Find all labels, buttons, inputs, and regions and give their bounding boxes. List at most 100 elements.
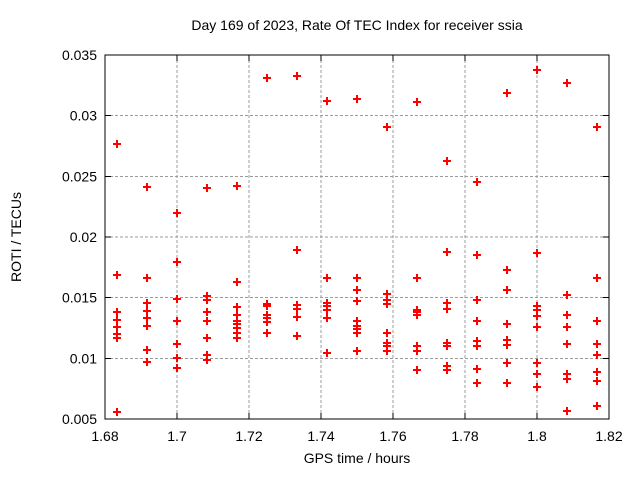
plus-marker	[143, 346, 151, 354]
plot-border-and-ticks	[104, 54, 610, 420]
plus-marker	[233, 278, 241, 286]
plus-marker	[563, 79, 571, 87]
plus-marker	[293, 72, 301, 80]
plus-marker	[383, 347, 391, 355]
scatter-points	[113, 66, 601, 416]
y-tick-label: 0.02	[70, 229, 97, 245]
plus-marker	[593, 377, 601, 385]
plus-marker	[533, 370, 541, 378]
plus-marker	[323, 314, 331, 322]
plus-marker	[413, 347, 421, 355]
plus-marker	[443, 366, 451, 374]
plus-marker	[503, 286, 511, 294]
x-tick-label: 1.72	[235, 428, 262, 444]
plus-marker	[293, 332, 301, 340]
plus-marker	[593, 274, 601, 282]
plus-marker	[503, 266, 511, 274]
y-tick-label: 0.015	[62, 290, 97, 306]
plus-marker	[563, 323, 571, 331]
plus-marker	[593, 340, 601, 348]
plus-marker	[443, 157, 451, 165]
x-tick-label: 1.7	[167, 428, 187, 444]
plus-marker	[353, 347, 361, 355]
plus-marker	[113, 408, 121, 416]
plus-marker	[503, 320, 511, 328]
plus-marker	[353, 329, 361, 337]
plus-marker	[413, 311, 421, 319]
plus-marker	[173, 317, 181, 325]
plus-marker	[443, 342, 451, 350]
plus-marker	[173, 209, 181, 217]
plus-marker	[233, 303, 241, 311]
plus-marker	[203, 356, 211, 364]
plus-marker	[563, 291, 571, 299]
plus-marker	[113, 308, 121, 316]
plus-marker	[383, 300, 391, 308]
plus-marker	[533, 359, 541, 367]
plus-marker	[203, 308, 211, 316]
plus-marker	[593, 123, 601, 131]
x-tick-label: 1.82	[595, 428, 622, 444]
x-tick-label: 1.68	[91, 428, 118, 444]
plus-marker	[203, 184, 211, 192]
plus-marker	[533, 66, 541, 74]
plus-marker	[353, 95, 361, 103]
plus-marker	[203, 334, 211, 342]
plus-marker	[143, 314, 151, 322]
y-axis-label: ROTI / TECUs	[8, 192, 24, 282]
plus-marker	[563, 407, 571, 415]
plus-marker	[143, 299, 151, 307]
plus-marker	[113, 323, 121, 331]
plus-marker	[533, 249, 541, 257]
plus-marker	[593, 368, 601, 376]
y-tick-label: 0.035	[62, 47, 97, 63]
plus-marker	[383, 123, 391, 131]
plus-marker	[383, 329, 391, 337]
y-tick-label: 0.01	[70, 350, 97, 366]
plus-marker	[473, 379, 481, 387]
plus-marker	[563, 340, 571, 348]
plus-marker	[473, 178, 481, 186]
scatter-series	[113, 66, 601, 416]
plus-marker	[413, 366, 421, 374]
plus-marker	[353, 297, 361, 305]
plus-marker	[233, 182, 241, 190]
plus-marker	[203, 296, 211, 304]
plus-marker	[173, 258, 181, 266]
plus-marker	[263, 329, 271, 337]
plus-marker	[473, 251, 481, 259]
x-axis-label: GPS time / hours	[304, 450, 411, 466]
plus-marker	[413, 274, 421, 282]
plus-marker	[263, 74, 271, 82]
plus-marker	[263, 318, 271, 326]
plus-marker	[143, 358, 151, 366]
plus-marker	[143, 183, 151, 191]
y-tick-label: 0.025	[62, 168, 97, 184]
plus-marker	[173, 364, 181, 372]
plus-marker	[143, 322, 151, 330]
plus-marker	[323, 97, 331, 105]
plus-marker	[173, 354, 181, 362]
tick-labels: 1.68 1.7 1.72 1.74 1.76 1.78 1.8 1.82 0.005 0.01 0…	[62, 47, 623, 444]
plus-marker	[443, 305, 451, 313]
plus-marker	[293, 305, 301, 313]
plus-marker	[473, 317, 481, 325]
plus-marker	[113, 334, 121, 342]
plus-marker	[593, 402, 601, 410]
plus-marker	[353, 274, 361, 282]
plus-marker	[503, 341, 511, 349]
plus-marker	[533, 312, 541, 320]
x-tick-label: 1.8	[527, 428, 547, 444]
plus-marker	[203, 317, 211, 325]
plus-marker	[143, 274, 151, 282]
plus-marker	[473, 296, 481, 304]
plus-marker	[263, 302, 271, 310]
plus-marker	[533, 323, 541, 331]
plus-marker	[113, 271, 121, 279]
plus-marker	[113, 140, 121, 148]
plus-marker	[503, 89, 511, 97]
x-tick-label: 1.74	[307, 428, 334, 444]
grid-lines	[105, 55, 609, 419]
